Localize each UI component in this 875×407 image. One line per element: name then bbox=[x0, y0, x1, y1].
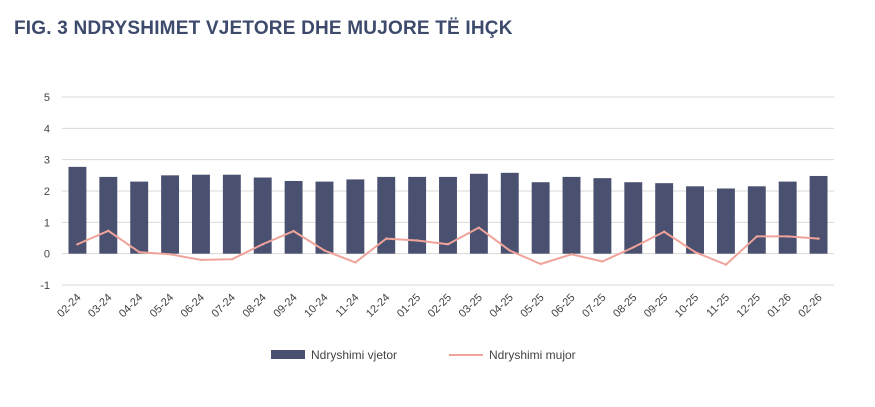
bar-annual bbox=[686, 186, 704, 254]
bar-annual bbox=[408, 176, 427, 254]
point-monthly bbox=[539, 262, 542, 266]
x-tick-label: 04-25 bbox=[487, 292, 515, 320]
point-monthly bbox=[199, 258, 203, 262]
point-monthly bbox=[786, 235, 789, 238]
point-monthly bbox=[693, 250, 697, 254]
point-monthly bbox=[107, 229, 110, 232]
x-tick-label: 12-25 bbox=[735, 292, 763, 320]
bar-annual bbox=[778, 181, 797, 254]
point-monthly bbox=[632, 246, 635, 249]
x-tick-label: 09-25 bbox=[642, 292, 670, 320]
point-monthly bbox=[385, 237, 388, 240]
bar-annual bbox=[531, 182, 550, 254]
bar-annual bbox=[346, 179, 365, 254]
x-tick-label: 08-24 bbox=[240, 292, 268, 320]
bar-annual bbox=[284, 180, 303, 254]
bar-annual bbox=[439, 176, 457, 254]
bar-annual bbox=[500, 172, 519, 254]
bar-annual bbox=[593, 178, 612, 254]
x-tick-label: 11-25 bbox=[704, 292, 732, 320]
x-tick-label: 03-25 bbox=[457, 292, 485, 320]
bar-annual bbox=[253, 177, 272, 254]
bar-annual bbox=[377, 176, 396, 254]
point-monthly bbox=[76, 243, 79, 246]
bar-annual bbox=[222, 174, 241, 254]
bar-annual bbox=[192, 174, 210, 254]
x-tick-label: 11-24 bbox=[334, 292, 362, 320]
x-tick-label: 03-24 bbox=[86, 292, 114, 320]
x-tick-label: 02-24 bbox=[55, 292, 83, 320]
point-monthly bbox=[755, 235, 758, 238]
bar-annual bbox=[655, 183, 674, 254]
x-tick-label: 10-25 bbox=[673, 292, 701, 320]
legend: Ndryshimi vjetor Ndryshimi mujor bbox=[271, 348, 576, 362]
bar-annual bbox=[716, 188, 735, 254]
figure-title: FIG. 3 NDRYSHIMET VJETORE DHE MUJORE TË … bbox=[14, 18, 513, 39]
point-monthly bbox=[292, 229, 295, 233]
point-monthly bbox=[446, 243, 450, 246]
x-tick-label: 10-24 bbox=[302, 292, 330, 320]
bar-annual bbox=[809, 175, 828, 254]
point-monthly bbox=[570, 253, 573, 256]
x-tick-label: 08-25 bbox=[611, 292, 639, 320]
x-axis: 02-24 03-24 04-24 05-24 06-24 07-24 08-24 09-24… bbox=[55, 292, 825, 320]
point-monthly bbox=[477, 226, 481, 229]
y-tick-label: 2 bbox=[44, 186, 50, 198]
x-tick-label: 07-25 bbox=[580, 292, 608, 320]
x-tick-label: 07-24 bbox=[210, 292, 238, 320]
x-tick-label: 05-24 bbox=[148, 292, 176, 320]
bar-series-annual bbox=[68, 166, 828, 254]
bar-annual bbox=[562, 176, 581, 254]
point-monthly bbox=[817, 237, 820, 240]
point-monthly bbox=[354, 261, 357, 264]
x-tick-label: 06-24 bbox=[179, 292, 207, 320]
x-tick-label: 02-26 bbox=[796, 292, 824, 320]
x-tick-label: 05-25 bbox=[518, 292, 546, 320]
y-tick-label: 5 bbox=[44, 92, 50, 104]
bar-annual bbox=[130, 181, 149, 254]
point-monthly bbox=[601, 260, 604, 263]
x-tick-label: 01-26 bbox=[765, 292, 793, 320]
point-monthly bbox=[261, 243, 264, 246]
point-monthly bbox=[230, 258, 234, 261]
bar-annual bbox=[161, 175, 180, 254]
y-tick-label: -1 bbox=[40, 280, 50, 292]
point-monthly bbox=[415, 239, 419, 242]
x-tick-label: 01-25 bbox=[395, 292, 423, 320]
bar-annual bbox=[469, 173, 488, 254]
x-tick-label: 06-25 bbox=[549, 292, 577, 320]
x-tick-label: 04-24 bbox=[117, 292, 145, 320]
point-monthly bbox=[724, 263, 728, 266]
point-monthly bbox=[323, 249, 326, 252]
bar-annual bbox=[99, 176, 118, 254]
legend-label-annual: Ndryshimi vjetor bbox=[311, 348, 397, 362]
bar-annual bbox=[624, 182, 643, 254]
y-tick-label: 0 bbox=[44, 249, 50, 261]
x-tick-label: 12-24 bbox=[364, 292, 392, 320]
bar-annual bbox=[68, 166, 87, 254]
y-axis: -1 0 1 2 3 4 5 bbox=[40, 92, 50, 292]
point-monthly bbox=[138, 250, 141, 254]
bar-annual bbox=[747, 186, 766, 254]
bar-annual bbox=[315, 181, 334, 254]
x-tick-label: 09-24 bbox=[271, 292, 299, 320]
point-monthly bbox=[662, 230, 666, 233]
line-series-monthly bbox=[76, 226, 820, 266]
legend-label-monthly: Ndryshimi mujor bbox=[489, 348, 576, 362]
y-tick-label: 4 bbox=[44, 123, 50, 135]
y-tick-label: 3 bbox=[44, 155, 50, 167]
point-monthly bbox=[168, 253, 172, 256]
y-tick-label: 1 bbox=[44, 217, 50, 229]
x-tick-label: 02-25 bbox=[426, 292, 454, 320]
point-monthly bbox=[508, 249, 511, 252]
legend-swatch-annual bbox=[271, 350, 305, 359]
